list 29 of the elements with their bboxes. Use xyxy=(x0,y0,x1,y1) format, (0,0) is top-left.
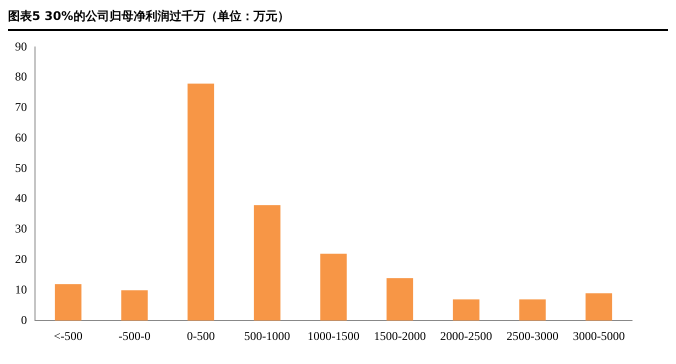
bar xyxy=(320,254,347,321)
x-tick-label: 3000-5000 xyxy=(572,328,625,343)
y-tick-label: 60 xyxy=(15,130,27,144)
chart-title: 图表5 30%的公司归母净利润过千万（单位：万元） xyxy=(8,8,668,31)
x-tick-label: 0-500 xyxy=(186,328,215,343)
x-tick-label: -500-0 xyxy=(118,328,150,343)
x-tick-label: <-500 xyxy=(54,328,83,343)
y-tick-label: 0 xyxy=(21,312,27,327)
x-tick-label: 2000-2500 xyxy=(440,328,492,343)
bar xyxy=(452,299,480,321)
y-tick-label: 90 xyxy=(15,39,27,54)
bar xyxy=(188,84,214,321)
bar xyxy=(121,290,148,321)
x-tick-label: 500-1000 xyxy=(244,328,290,343)
y-tick-label: 80 xyxy=(15,70,27,84)
bar xyxy=(586,293,612,321)
y-tick-label: 40 xyxy=(15,191,27,206)
y-tick-label: 20 xyxy=(15,252,27,266)
x-tick-label: 1000-1500 xyxy=(308,328,360,343)
bar xyxy=(519,299,546,321)
bar xyxy=(254,205,280,321)
x-tick-label: 1500-2000 xyxy=(374,328,426,343)
bar xyxy=(386,278,414,321)
y-tick-label: 10 xyxy=(15,282,27,296)
y-tick-label: 70 xyxy=(15,100,27,114)
x-tick-label: 2500-3000 xyxy=(506,328,558,343)
y-tick-label: 50 xyxy=(15,160,27,175)
y-tick-label: 30 xyxy=(15,222,27,236)
bar xyxy=(54,284,82,321)
